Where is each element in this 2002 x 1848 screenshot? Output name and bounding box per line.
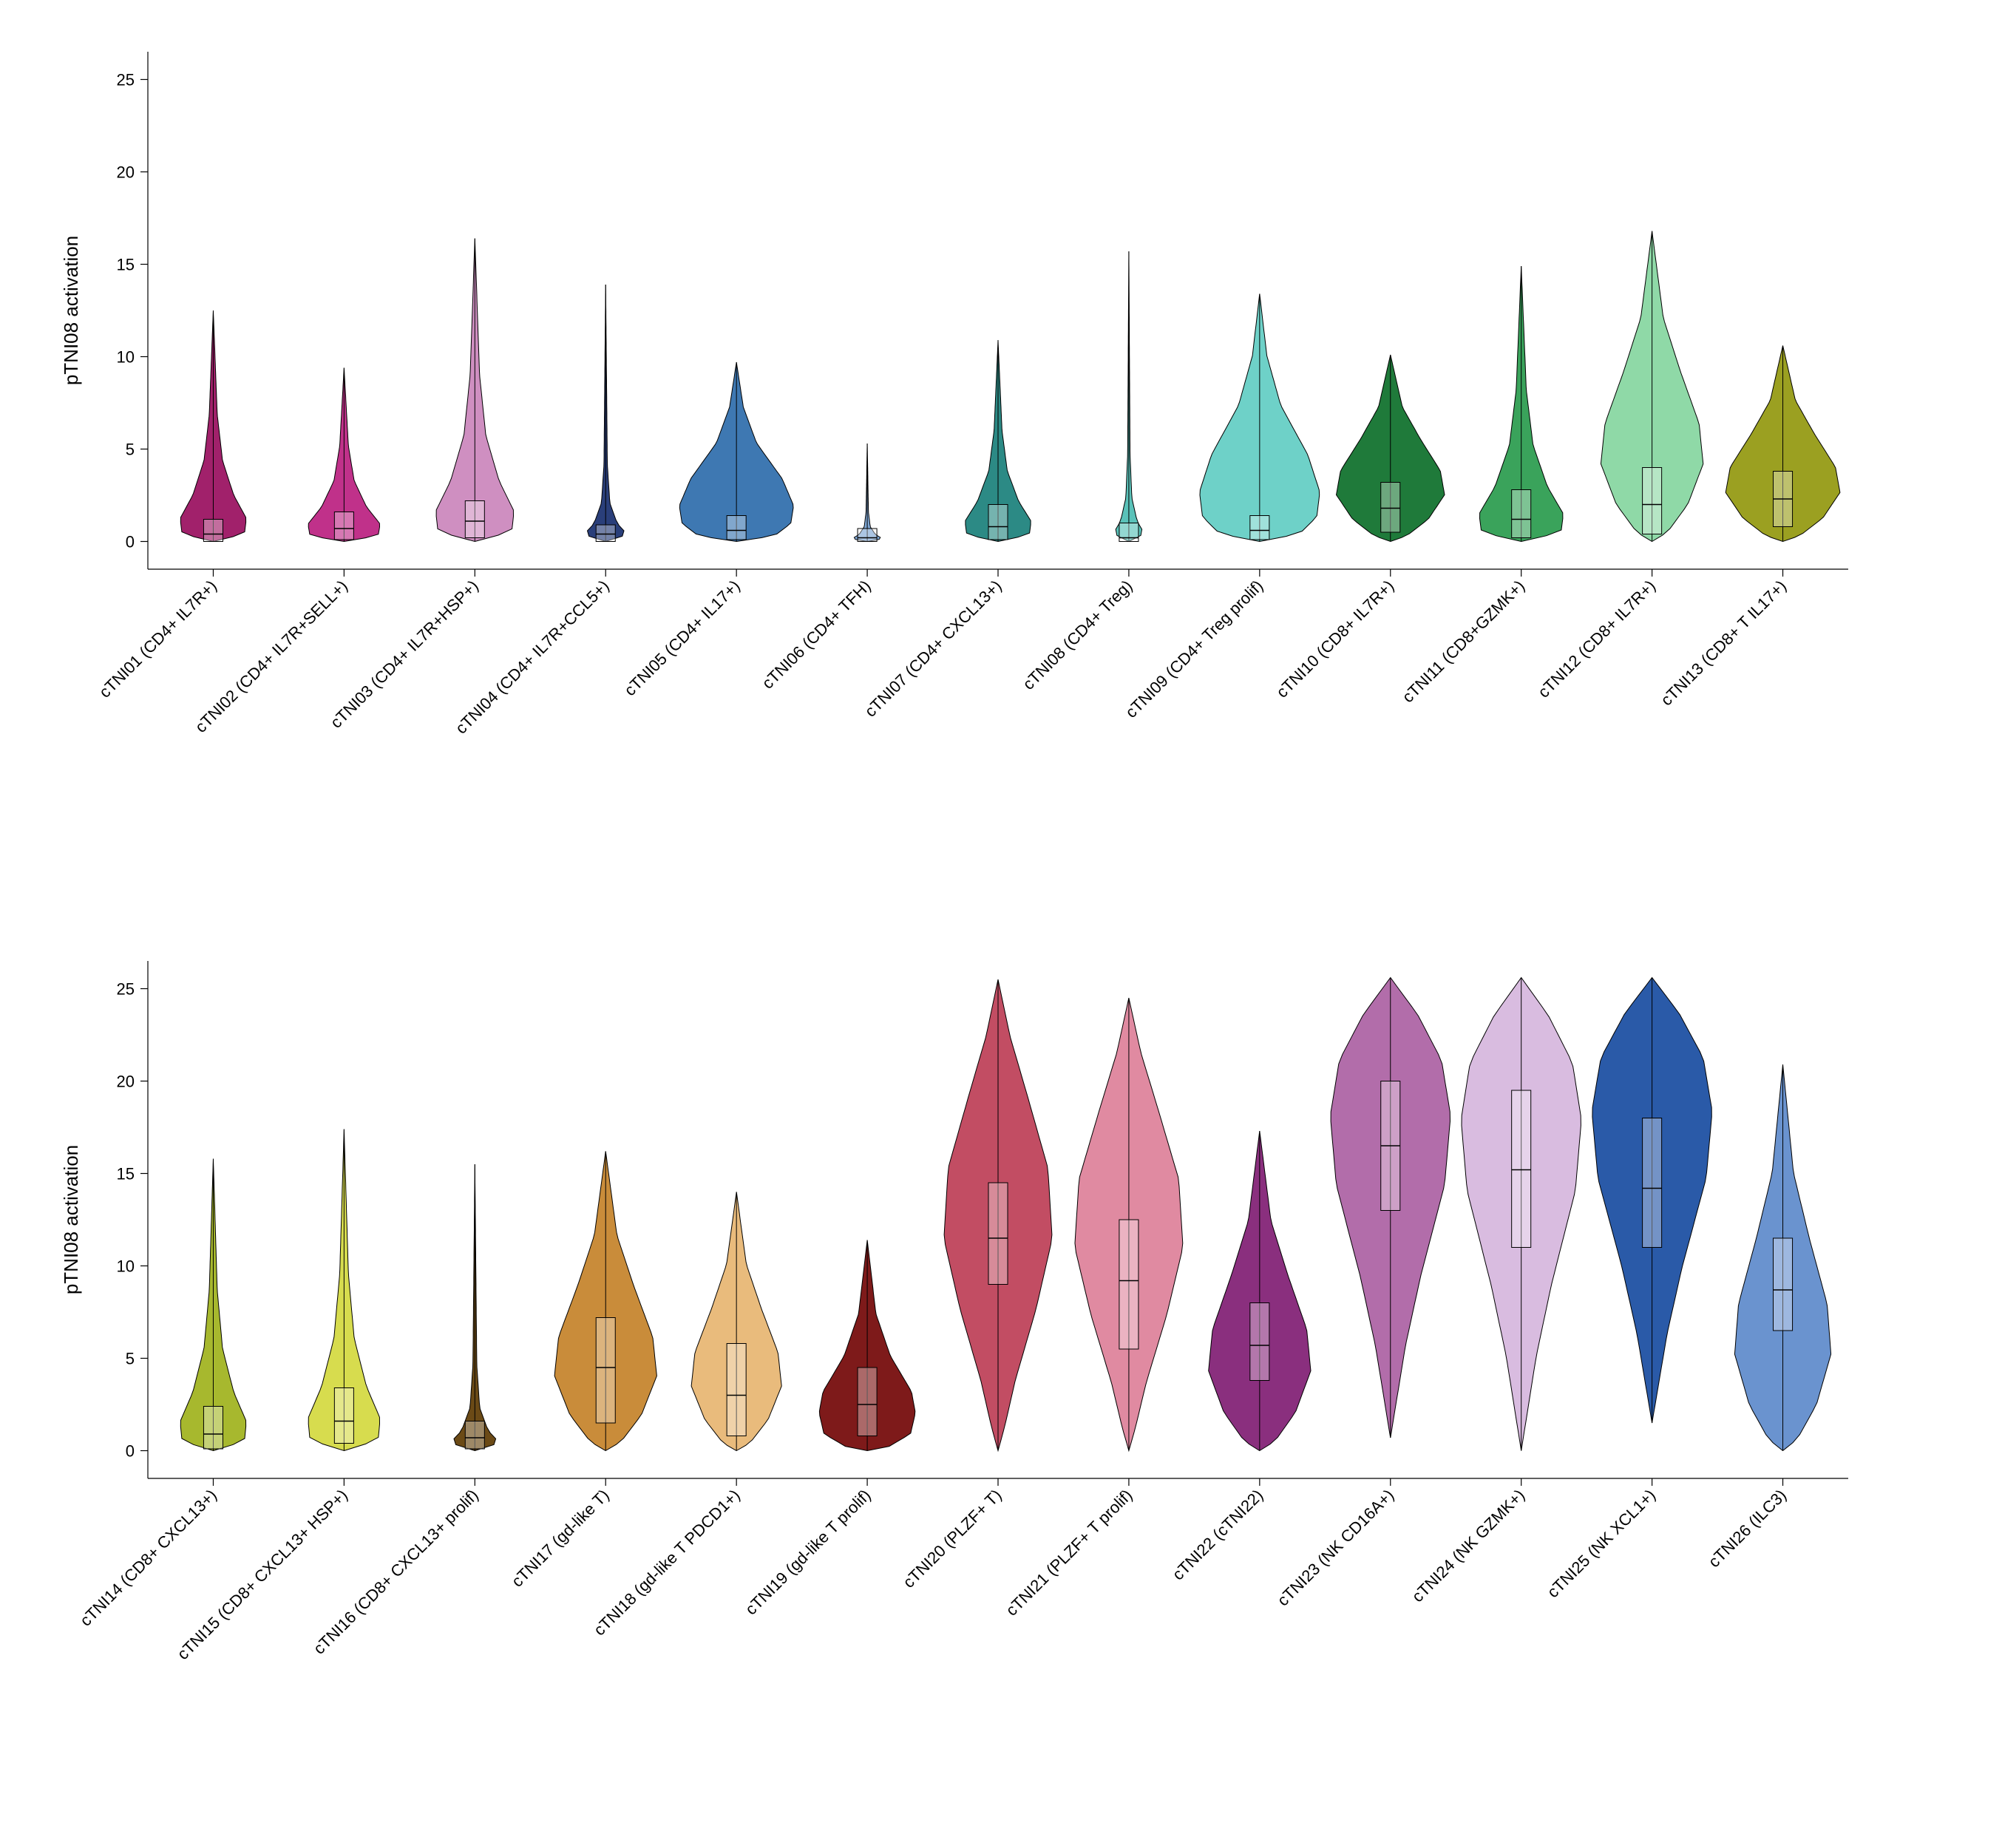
y-tick-label: 0 bbox=[126, 1442, 135, 1461]
box bbox=[1250, 1303, 1269, 1381]
violin-bottom-4 bbox=[691, 1192, 781, 1451]
violin-top-5 bbox=[854, 444, 880, 542]
violin-bottom-1 bbox=[308, 1129, 379, 1451]
category-label: cTNI18 (gd-like T PDCD1+) bbox=[590, 1486, 744, 1640]
violin-figure: 0 5 10 15 20 25 pTNI08 activation cTNI01 (CD4+ … bbox=[0, 0, 2002, 1848]
y-tick-label: 10 bbox=[117, 1257, 135, 1276]
violin-bottom-0 bbox=[180, 1159, 245, 1451]
box bbox=[596, 1318, 615, 1424]
category-label: cTNI02 (CD4+ IL7R+SELL+) bbox=[191, 577, 351, 736]
category-label: cTNI26 (ILC3) bbox=[1705, 1486, 1790, 1571]
category-label: cTNI10 (CD8+ IL7R+) bbox=[1272, 577, 1397, 702]
y-tick-label: 10 bbox=[117, 348, 135, 367]
box bbox=[596, 525, 615, 542]
box bbox=[1643, 1118, 1662, 1248]
category-label: cTNI09 (CD4+ Treg prolif) bbox=[1122, 577, 1266, 721]
box bbox=[858, 1368, 877, 1436]
y-tick-label: 0 bbox=[126, 533, 135, 551]
violin-top-8 bbox=[1200, 294, 1320, 542]
violin-bottom-7 bbox=[1075, 998, 1183, 1451]
box bbox=[1774, 1238, 1793, 1331]
box bbox=[988, 505, 1008, 540]
box bbox=[1512, 490, 1531, 538]
y-tick-label: 15 bbox=[117, 256, 135, 274]
category-label: cTNI21 (PLZF+ T prolif) bbox=[1002, 1486, 1136, 1620]
y-axis-title: pTNI08 activation bbox=[60, 236, 82, 385]
category-label: cTNI08 (CD4+ Treg) bbox=[1019, 577, 1136, 693]
violin-top-10 bbox=[1480, 266, 1563, 542]
box bbox=[1512, 1090, 1531, 1248]
violin-top-12 bbox=[1726, 346, 1840, 542]
violin-bottom-12 bbox=[1734, 1064, 1830, 1451]
violin-top-0 bbox=[180, 310, 245, 542]
category-label: cTNI11 (CD8+GZMK+) bbox=[1399, 577, 1529, 707]
category-label: cTNI22 (cTNI22) bbox=[1169, 1486, 1267, 1584]
category-label: cTNI19 (gd-like T prolif) bbox=[742, 1486, 875, 1619]
category-label: cTNI24 (NK GZMK+) bbox=[1408, 1486, 1528, 1606]
category-label: cTNI12 (CD8+ IL7R+) bbox=[1534, 577, 1659, 702]
box bbox=[1119, 523, 1139, 542]
category-label: cTNI14 (CD8+ CXCL13+) bbox=[76, 1486, 220, 1630]
category-label: cTNI23 (NK CD16A+) bbox=[1274, 1486, 1398, 1610]
box bbox=[465, 501, 484, 538]
y-tick-label: 25 bbox=[117, 980, 135, 999]
panel-top: 0 5 10 15 20 25 pTNI08 activation cTNI01 (CD4+ … bbox=[60, 52, 1848, 738]
box bbox=[334, 512, 353, 540]
y-tick-label: 20 bbox=[117, 163, 135, 182]
box bbox=[203, 520, 223, 542]
violin-top-9 bbox=[1337, 355, 1445, 542]
box bbox=[727, 516, 746, 540]
y-tick-label: 5 bbox=[126, 1350, 135, 1368]
category-label: cTNI20 (PLZF+ T) bbox=[899, 1486, 1005, 1591]
box bbox=[1250, 516, 1269, 540]
violin-bottom-6 bbox=[944, 979, 1052, 1451]
y-tick-label: 15 bbox=[117, 1165, 135, 1183]
violin-bottom-5 bbox=[819, 1240, 915, 1451]
violin-top-11 bbox=[1601, 231, 1703, 542]
violin-bottom-9 bbox=[1331, 978, 1450, 1438]
violin-top-1 bbox=[308, 368, 379, 542]
violin-bottom-10 bbox=[1462, 978, 1581, 1451]
violin-top-4 bbox=[679, 362, 793, 542]
violin-bottom-8 bbox=[1209, 1131, 1311, 1451]
y-tick-label: 5 bbox=[126, 441, 135, 459]
panel-bottom: 0 5 10 15 20 25 pTNI08 activation cTNI14 (CD8+ … bbox=[60, 961, 1848, 1663]
violin-top-3 bbox=[588, 285, 625, 542]
category-label: cTNI03 (CD4+ IL7R+HSP+) bbox=[327, 577, 482, 732]
box bbox=[1381, 483, 1400, 533]
y-axis-title: pTNI08 activation bbox=[60, 1145, 82, 1294]
y-tick-label: 25 bbox=[117, 71, 135, 89]
category-label: cTNI13 (CD8+ T IL17+) bbox=[1657, 577, 1790, 710]
category-label: cTNI25 (NK XCL1+) bbox=[1544, 1486, 1659, 1601]
box bbox=[858, 529, 877, 542]
violin-bottom-2 bbox=[454, 1164, 496, 1451]
category-label: cTNI06 (CD4+ TFH) bbox=[759, 577, 875, 693]
category-label: cTNI04 (CD4+ IL7R+CCL5+) bbox=[452, 577, 613, 738]
category-label: cTNI17 (gd-like T) bbox=[508, 1486, 613, 1591]
box bbox=[727, 1344, 746, 1436]
box bbox=[1119, 1220, 1139, 1349]
category-label: cTNI01 (CD4+ IL7R+) bbox=[95, 577, 220, 702]
category-label: cTNI07 (CD4+ CXCL13+) bbox=[861, 577, 1005, 721]
violin-bottom-11 bbox=[1592, 978, 1711, 1424]
category-label: cTNI05 (CD4+ IL17+) bbox=[620, 577, 743, 699]
box bbox=[988, 1183, 1008, 1285]
violin-top-7 bbox=[1116, 251, 1141, 542]
box bbox=[465, 1421, 484, 1450]
box bbox=[334, 1388, 353, 1444]
violin-top-2 bbox=[436, 239, 513, 542]
violin-top-6 bbox=[966, 340, 1031, 542]
box bbox=[203, 1407, 223, 1450]
box bbox=[1643, 468, 1662, 534]
y-tick-label: 20 bbox=[117, 1073, 135, 1091]
violin-bottom-3 bbox=[554, 1152, 656, 1451]
